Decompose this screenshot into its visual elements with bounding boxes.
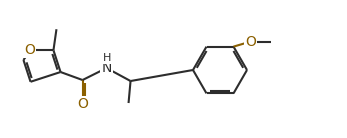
Text: O: O	[24, 43, 35, 57]
Text: O: O	[77, 97, 88, 111]
Text: N: N	[101, 61, 112, 75]
Text: O: O	[245, 35, 256, 49]
Text: H: H	[103, 53, 111, 63]
